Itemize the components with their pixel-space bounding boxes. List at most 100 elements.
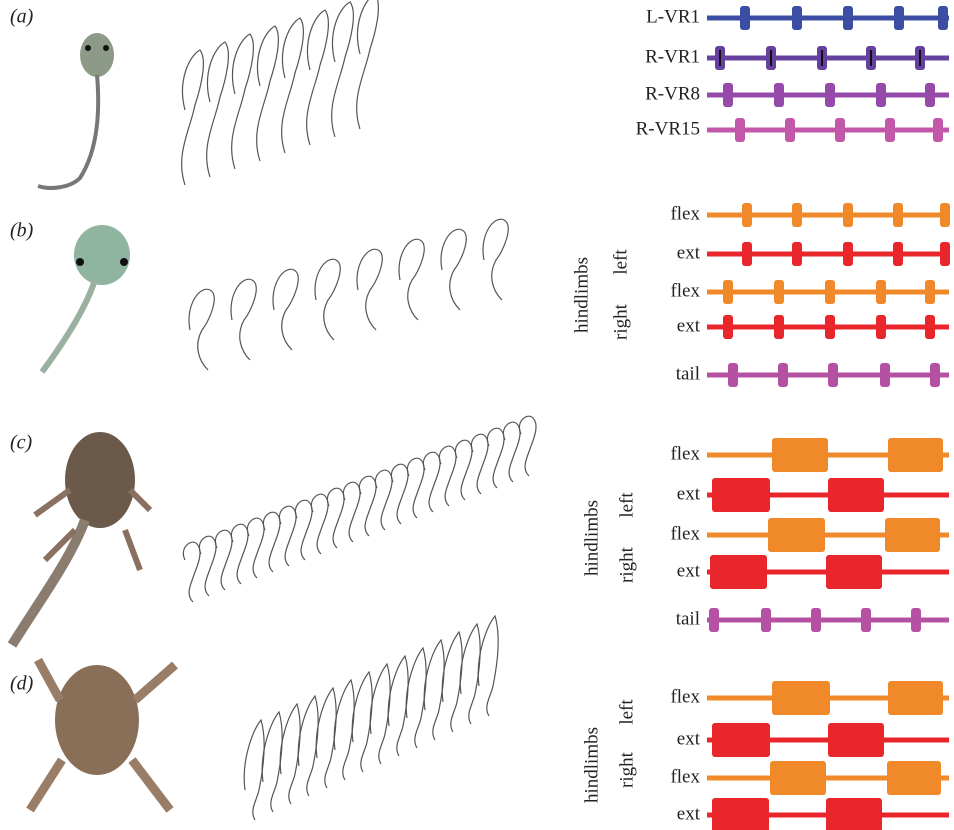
sketch	[455, 440, 472, 500]
trace-label: tail	[676, 608, 700, 629]
burst	[770, 761, 826, 795]
burst	[828, 363, 838, 387]
trace-label: flex	[670, 280, 700, 301]
side-label: left	[616, 492, 637, 518]
sketch	[279, 506, 296, 566]
burst	[940, 242, 950, 266]
burst	[778, 363, 788, 387]
panel-label: (a)	[10, 6, 34, 28]
trace-label: ext	[677, 242, 701, 263]
burst	[911, 608, 921, 632]
sketch	[391, 464, 408, 524]
sketch	[263, 512, 280, 572]
sketch	[370, 664, 390, 764]
sketch	[295, 500, 312, 560]
burst	[785, 118, 795, 142]
sketch	[307, 10, 329, 145]
sketch	[478, 616, 498, 716]
sketch	[182, 50, 204, 185]
sketch	[183, 542, 200, 602]
burst	[742, 242, 752, 266]
sketch	[232, 34, 254, 169]
burst	[887, 761, 941, 795]
trace-label: ext	[677, 728, 701, 749]
sketch	[262, 712, 282, 812]
sketch	[388, 656, 408, 756]
trace-label: flex	[670, 766, 700, 787]
trace-label: ext	[677, 483, 701, 504]
panel-label: (d)	[10, 673, 34, 695]
side-label: right	[616, 751, 637, 788]
burst	[925, 83, 935, 107]
burst	[826, 798, 882, 830]
burst	[888, 438, 943, 472]
burst	[735, 118, 745, 142]
burst	[885, 518, 940, 552]
burst	[828, 478, 884, 512]
burst	[723, 280, 733, 304]
side-label: right	[610, 303, 631, 340]
sketch	[399, 239, 424, 320]
sketch	[471, 434, 488, 494]
sketch	[189, 289, 214, 370]
trace-label: ext	[677, 315, 701, 336]
burst	[888, 681, 943, 715]
sketch	[442, 632, 462, 732]
sketch	[503, 422, 520, 482]
trace-label: R-VR15	[636, 118, 700, 139]
burst	[876, 280, 886, 304]
burst	[768, 518, 825, 552]
sketch	[244, 720, 264, 820]
side-label: left	[610, 249, 631, 275]
burst	[712, 478, 770, 512]
burst	[828, 723, 884, 757]
burst	[709, 608, 719, 632]
burst	[792, 6, 802, 30]
sketch	[311, 494, 328, 554]
trace-label: flex	[670, 686, 700, 707]
trace-label: ext	[677, 560, 701, 581]
burst	[925, 280, 935, 304]
burst	[876, 83, 886, 107]
sketch	[282, 18, 304, 153]
sketch	[406, 648, 426, 748]
burst	[728, 363, 738, 387]
burst	[894, 6, 904, 30]
sketch	[359, 476, 376, 536]
sketch	[315, 259, 340, 340]
sketch	[441, 229, 466, 310]
burst	[740, 6, 750, 30]
burst	[774, 315, 784, 339]
frog-d	[30, 660, 175, 810]
burst	[712, 798, 769, 830]
panel-label: (c)	[10, 432, 33, 454]
panel-label: (b)	[10, 220, 34, 242]
figure: (a)L-VR1R-VR1R-VR8R-VR15(b)flexextflexex…	[0, 0, 954, 830]
sketch	[352, 672, 372, 772]
sketch	[273, 269, 298, 350]
burst	[712, 723, 770, 757]
sketch	[357, 249, 382, 330]
sketch	[460, 624, 480, 724]
burst	[925, 315, 935, 339]
trace-label: tail	[676, 363, 700, 384]
froglet-c	[12, 432, 150, 645]
sketch	[423, 452, 440, 512]
movement-drawings	[182, 0, 536, 820]
burst	[723, 315, 733, 339]
sketch	[257, 26, 279, 161]
sketch	[439, 446, 456, 506]
burst	[826, 555, 882, 589]
sketch	[199, 536, 216, 596]
burst	[723, 83, 733, 107]
trace-label: L-VR1	[646, 6, 700, 27]
burst	[876, 315, 886, 339]
side-label: hindlimbs	[581, 500, 602, 576]
burst	[774, 280, 784, 304]
trace-label: flex	[670, 443, 700, 464]
burst	[792, 203, 802, 227]
sketch	[519, 416, 536, 476]
sketch	[487, 428, 504, 488]
sketch	[407, 458, 424, 518]
sketch	[247, 518, 264, 578]
